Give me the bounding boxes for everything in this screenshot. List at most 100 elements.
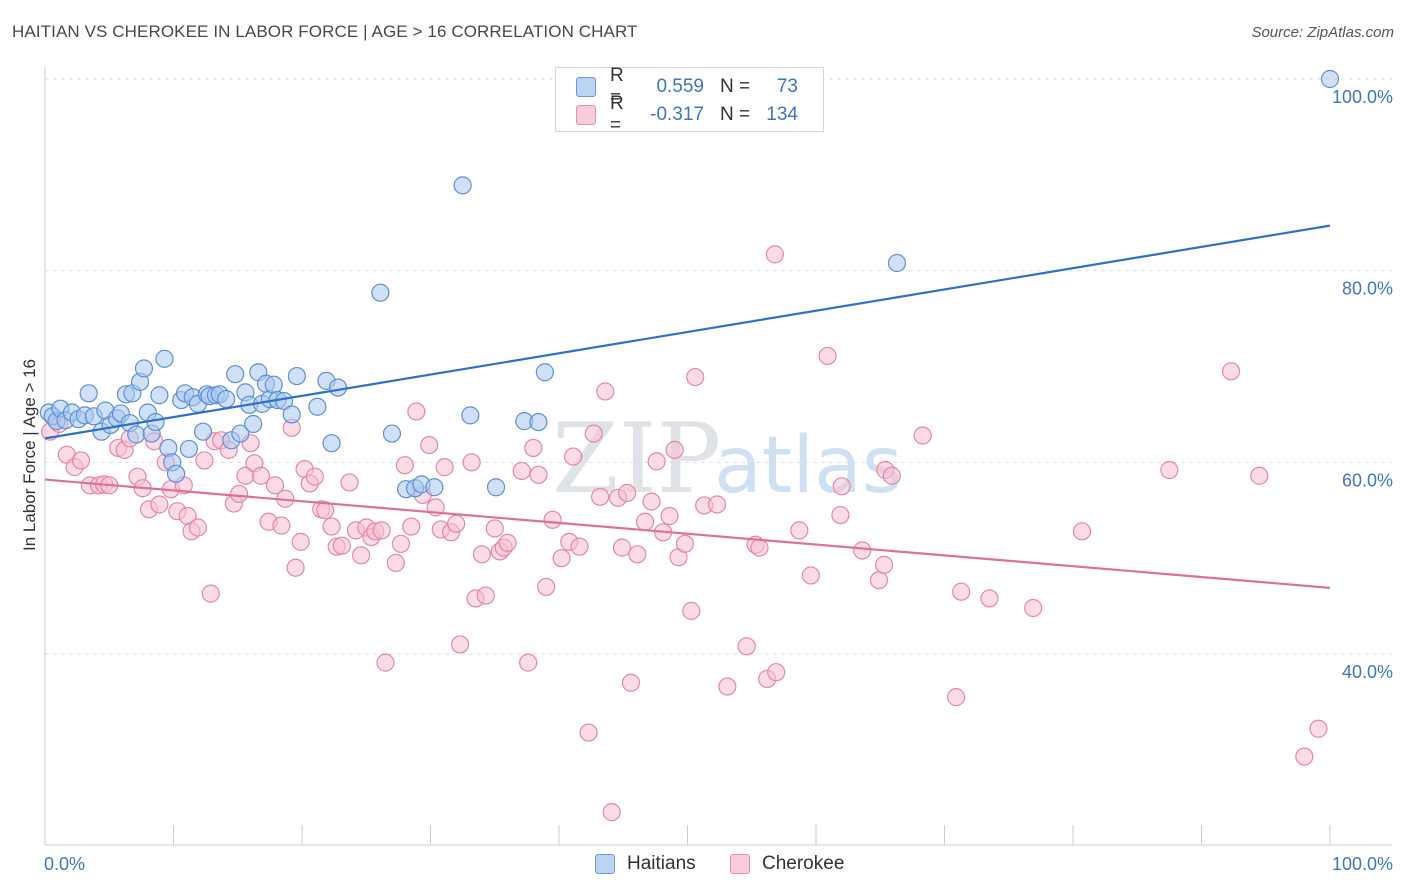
chart-title: HAITIAN VS CHEROKEE IN LABOR FORCE | AGE… [12, 22, 638, 41]
cherokee-point-49 [332, 536, 351, 555]
haitians-point-8 [79, 384, 98, 403]
cherokee-r-label: R = [610, 93, 624, 136]
haitians-point-66 [461, 406, 480, 425]
cherokee-point-110 [707, 495, 727, 514]
haitians-point-25 [155, 349, 174, 368]
haitians-r-label: R = [610, 65, 624, 108]
cherokee-point-47 [322, 517, 341, 536]
cherokee-point-37 [272, 516, 291, 535]
cherokee-point-23 [188, 518, 208, 537]
cherokee-point-81 [524, 438, 543, 458]
cherokee-point-89 [579, 723, 598, 742]
haitians-point-60 [382, 424, 402, 443]
cherokee-point-138 [1309, 719, 1328, 738]
cherokee-point-133 [1072, 522, 1092, 541]
y-tick-label-60: 60.0% [1342, 470, 1393, 490]
cherokee-point-44 [305, 467, 324, 486]
cherokee-n-label: N = [720, 104, 751, 125]
cherokee-point-129 [946, 688, 966, 707]
legend-row-cherokee: R = -0.317 N = 134 [576, 93, 798, 136]
haitians-point-42 [231, 424, 250, 443]
cherokee-point-127 [882, 466, 901, 485]
cherokee-point-131 [980, 589, 999, 608]
cherokee-point-112 [737, 637, 756, 656]
cherokee-point-64 [420, 435, 439, 455]
haitians-point-70 [535, 363, 554, 382]
haitians-point-39 [217, 389, 236, 409]
cherokee-point-41 [291, 532, 310, 551]
cherokee-point-56 [372, 521, 391, 540]
cherokee-point-108 [686, 367, 705, 387]
cherokee-point-4 [71, 451, 91, 470]
cherokee-point-117 [767, 663, 786, 682]
cherokee-point-46 [316, 501, 335, 520]
cherokee-point-71 [462, 453, 481, 472]
cherokee-point-52 [352, 546, 371, 565]
cherokee-point-58 [386, 553, 405, 573]
cherokee-point-130 [952, 582, 971, 601]
bottom-cherokee-swatch [730, 854, 750, 874]
cherokee-point-84 [543, 510, 562, 529]
cherokee-point-95 [612, 538, 632, 557]
haitians-swatch [576, 77, 596, 97]
bottom-legend-cherokee: Cherokee [730, 851, 844, 877]
cherokee-point-67 [435, 458, 454, 477]
cherokee-point-116 [765, 245, 784, 264]
cherokee-point-123 [853, 541, 872, 560]
haitians-series [39, 69, 1340, 499]
haitians-point-72 [1320, 69, 1340, 89]
cherokee-series [41, 245, 1328, 822]
haitians-point-59 [371, 283, 390, 302]
cherokee-swatch [576, 105, 596, 125]
cherokee-point-25 [201, 584, 220, 603]
haitians-point-20 [134, 359, 154, 378]
cherokee-point-69 [447, 514, 466, 533]
cherokee-point-93 [602, 803, 621, 822]
cherokee-point-128 [913, 426, 932, 445]
haitians-point-45 [244, 414, 263, 434]
cherokee-point-36 [265, 476, 285, 495]
y-tick-label-40: 40.0% [1342, 662, 1393, 682]
haitians-point-57 [322, 434, 341, 453]
cherokee-point-135 [1221, 362, 1241, 381]
axes [44, 67, 1392, 846]
cherokee-point-70 [450, 635, 470, 654]
haitians-point-31 [179, 439, 199, 459]
haitians-point-54 [287, 366, 306, 386]
haitians-point-34 [193, 422, 213, 441]
haitians-point-24 [150, 386, 169, 405]
tick-labels: 40.0% 60.0% 80.0% 100.0% 0.0% 100.0% [44, 87, 1393, 874]
y-tick-label-80: 80.0% [1342, 279, 1393, 299]
cherokee-point-92 [596, 382, 615, 401]
cherokee-point-125 [875, 555, 894, 574]
cherokee-point-122 [832, 477, 851, 496]
y-tick-label-100: 100.0% [1332, 87, 1393, 107]
bottom-haitians-swatch [595, 854, 615, 874]
cherokee-point-119 [801, 566, 820, 585]
watermark-atlas: atlas [714, 421, 903, 511]
haitians-n-value: 73 [776, 76, 798, 97]
haitians-point-50 [264, 375, 283, 394]
cherokee-point-61 [402, 517, 421, 536]
x-tick-label-100: 100.0% [1332, 854, 1393, 874]
cherokee-point-24 [195, 451, 214, 470]
cherokee-trend-line [44, 478, 1331, 589]
cherokee-point-40 [286, 558, 305, 577]
cherokee-point-120 [818, 346, 837, 366]
cherokee-point-91 [591, 487, 610, 506]
cherokee-point-124 [869, 571, 889, 590]
correlation-legend: R = 0.559 N = 73 R = -0.317 N = 134 [555, 65, 824, 136]
cherokee-point-134 [1160, 460, 1179, 480]
haitians-point-69 [529, 412, 548, 432]
cherokee-point-114 [750, 538, 769, 557]
cherokee-point-60 [395, 456, 414, 475]
cherokee-point-16 [150, 495, 169, 514]
cherokee-point-98 [628, 545, 647, 564]
cherokee-point-121 [831, 505, 850, 525]
grid-lines [45, 78, 1392, 655]
cherokee-point-85 [552, 549, 571, 568]
cherokee-point-73 [472, 545, 491, 564]
cherokee-point-103 [660, 506, 679, 526]
cherokee-point-75 [485, 519, 504, 538]
cherokee-point-136 [1250, 466, 1269, 485]
